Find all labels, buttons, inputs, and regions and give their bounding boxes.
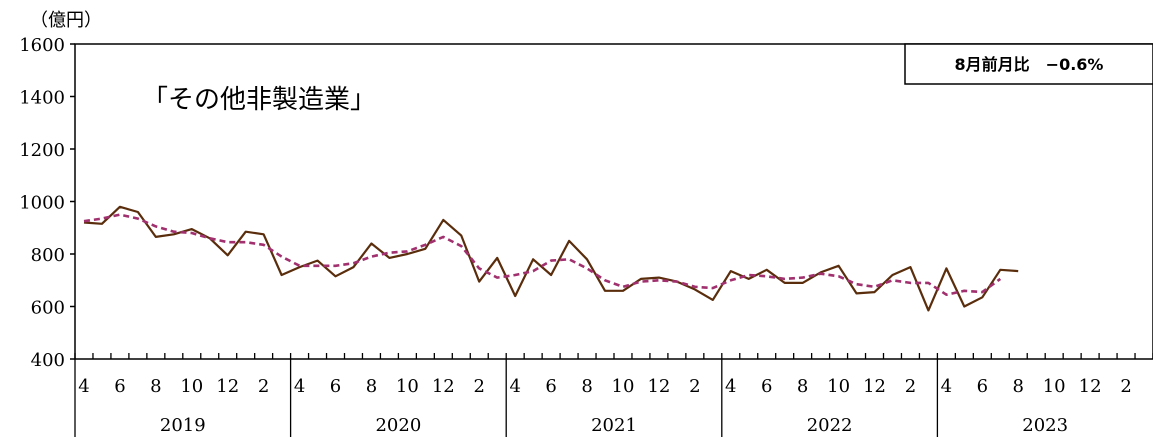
x-tick-label: 10	[612, 376, 635, 397]
x-tick-label: 2	[258, 376, 269, 397]
x-tick-label: 6	[761, 376, 772, 397]
annotation-text: 8月前月比 −0.6%	[955, 55, 1104, 74]
y-unit-label: （億円）	[30, 10, 102, 31]
x-tick-label: 10	[396, 376, 419, 397]
x-tick-label: 2	[689, 376, 700, 397]
x-tick-label: 12	[216, 376, 239, 397]
x-tick-label: 10	[180, 376, 203, 397]
x-tick-label: 6	[114, 376, 125, 397]
x-tick-label: 12	[863, 376, 886, 397]
annotation-box	[904, 43, 1153, 85]
x-tick-label: 6	[977, 376, 988, 397]
x-tick-label: 6	[330, 376, 341, 397]
x-tick-label: 4	[294, 376, 305, 397]
y-axis: 400 600 800 1000 1200 1400 1600	[19, 35, 75, 371]
x-tick-label: 4	[78, 376, 89, 397]
x-tick-label: 2	[905, 376, 916, 397]
x-tick-label: 4	[941, 376, 952, 397]
y-tick-label: 600	[31, 298, 65, 319]
x-tick-label: 4	[509, 376, 520, 397]
x-tick-label: 8	[366, 376, 377, 397]
series-line-trend	[83, 213, 1002, 297]
y-tick-label: 400	[31, 350, 65, 371]
x-tick-label: 2	[474, 376, 485, 397]
y-tick-label: 800	[31, 245, 65, 266]
x-tick-label: 12	[432, 376, 455, 397]
y-tick-label: 1200	[19, 140, 65, 161]
year-label: 2023	[1022, 415, 1068, 436]
plot-frame	[74, 43, 1153, 360]
x-tick-label: 12	[1079, 376, 1102, 397]
x-tick-label: 10	[1043, 376, 1066, 397]
x-tick-label: 2	[1120, 376, 1131, 397]
series-layer	[83, 205, 1019, 312]
x-tick-label: 10	[827, 376, 850, 397]
y-tick-label: 1400	[19, 88, 65, 109]
x-tick-label: 8	[581, 376, 592, 397]
chart-title: 「その他非製造業」	[142, 85, 376, 115]
x-tick-label: 4	[725, 376, 736, 397]
year-label: 2020	[375, 415, 421, 436]
x-tick-label: 12	[647, 376, 670, 397]
x-tick-label: 8	[1013, 376, 1024, 397]
y-tick-label: 1000	[19, 193, 65, 214]
year-label: 2022	[807, 415, 853, 436]
series-line-actual	[83, 205, 1019, 312]
x-tick-label: 8	[150, 376, 161, 397]
year-label: 2019	[160, 415, 206, 436]
y-tick-label: 1600	[19, 35, 65, 56]
year-label: 2021	[591, 415, 637, 436]
x-tick-label: 8	[797, 376, 808, 397]
x-tick-label: 6	[545, 376, 556, 397]
